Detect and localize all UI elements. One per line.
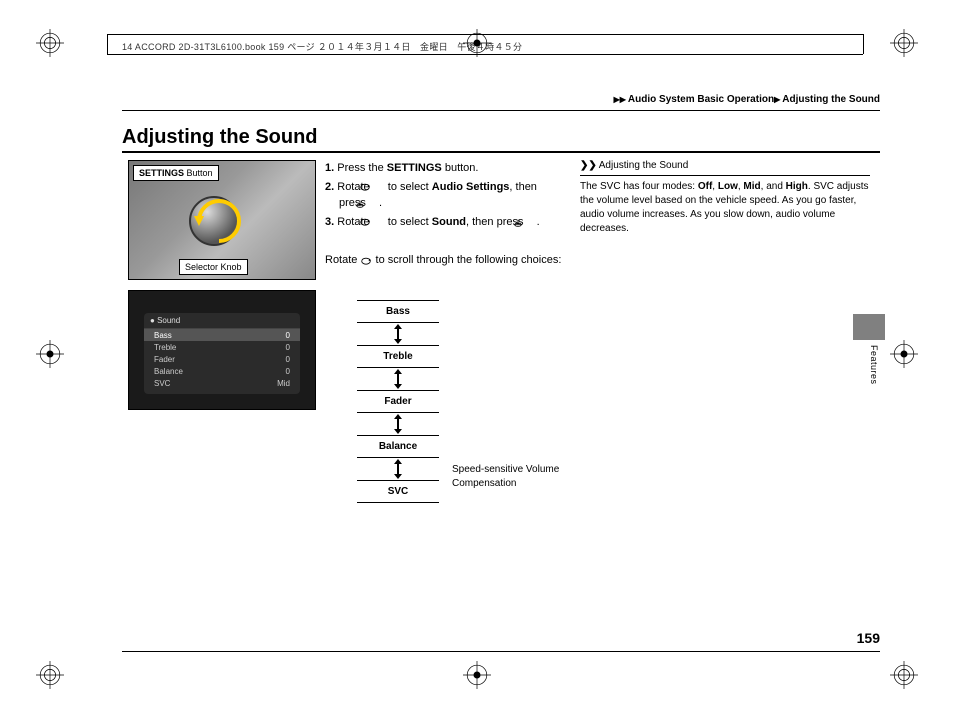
flow-treble: Treble [357,345,439,368]
press-icon [527,217,537,227]
document-meta: 14 ACCORD 2D-31T3L6100.book 159 ページ ２０１４… [122,40,522,53]
header-rule [107,34,108,54]
step-2: 2. Rotate to select Audio Settings, then… [325,179,565,212]
updown-arrow-icon [357,458,439,480]
flow-svc: SVC [357,480,439,503]
instructions: 1. Press the SETTINGS button. 2. Rotate … [325,160,565,269]
scroll-note: Rotate to scroll through the following c… [325,252,565,269]
breadcrumb: ▶▶Audio System Basic Operation▶Adjusting… [614,94,880,105]
sound-flow: Bass Treble Fader Balance SVC [357,300,439,503]
screen-row: Bass0 [144,329,300,341]
screen-row: Fader0 [144,353,300,365]
rotate-arrow-icon [189,191,249,251]
updown-arrow-icon [357,368,439,390]
rotate-icon [373,182,385,192]
section-tab [853,314,885,340]
registration-mark-icon [890,661,918,689]
screen-title: ● Sound [144,313,300,329]
header-rule [863,34,864,54]
step-1: 1. Press the SETTINGS button. [325,160,565,177]
breadcrumb-section: Audio System Basic Operation [628,94,774,105]
title-rule [122,151,880,153]
registration-mark-icon [463,661,491,689]
settings-button-label: SETTINGS Button [133,165,219,181]
screen-row: Treble0 [144,341,300,353]
infotainment-screenshot: 12:34 ● Sound Bass0 Treble0 Fader0 Balan… [128,290,316,410]
section-tab-label: Features [869,345,879,385]
breadcrumb-page: Adjusting the Sound [782,94,880,105]
selector-knob-label: Selector Knob [179,259,248,275]
header-rule [107,54,863,55]
svc-description: Speed-sensitive Volume Compensation [452,463,562,490]
chevron-icon: ❯❯ [580,160,597,171]
rotate-icon [360,255,372,265]
step-3: 3. Rotate to select Sound, then press . [325,214,565,231]
flow-bass: Bass [357,300,439,323]
registration-mark-icon [36,661,64,689]
page-number: 159 [857,630,880,646]
footer-rule [122,651,880,652]
breadcrumb-rule [122,110,880,111]
screen-row: Balance0 [144,365,300,377]
registration-mark-icon [36,340,64,368]
triangle-icon: ▶ [774,95,780,104]
left-column: SETTINGS Button Selector Knob 12:34 ● So… [128,160,318,410]
sidebar-note-body: The SVC has four modes: Off, Low, Mid, a… [580,180,870,236]
header-rule [107,34,863,35]
flow-balance: Balance [357,435,439,458]
updown-arrow-icon [357,413,439,435]
dashboard-photo: SETTINGS Button Selector Knob [128,160,316,280]
flow-fader: Fader [357,390,439,413]
registration-mark-icon [890,340,918,368]
sidebar-note: ❯❯Adjusting the Sound The SVC has four m… [580,159,870,236]
triangle-icon: ▶▶ [614,95,626,104]
screen-row: SVCMid [144,377,300,389]
updown-arrow-icon [357,323,439,345]
rotate-icon [373,217,385,227]
registration-mark-icon [36,29,64,57]
page-title: Adjusting the Sound [122,126,318,149]
press-icon [369,198,379,208]
sidebar-note-head: ❯❯Adjusting the Sound [580,159,870,176]
registration-mark-icon [890,29,918,57]
